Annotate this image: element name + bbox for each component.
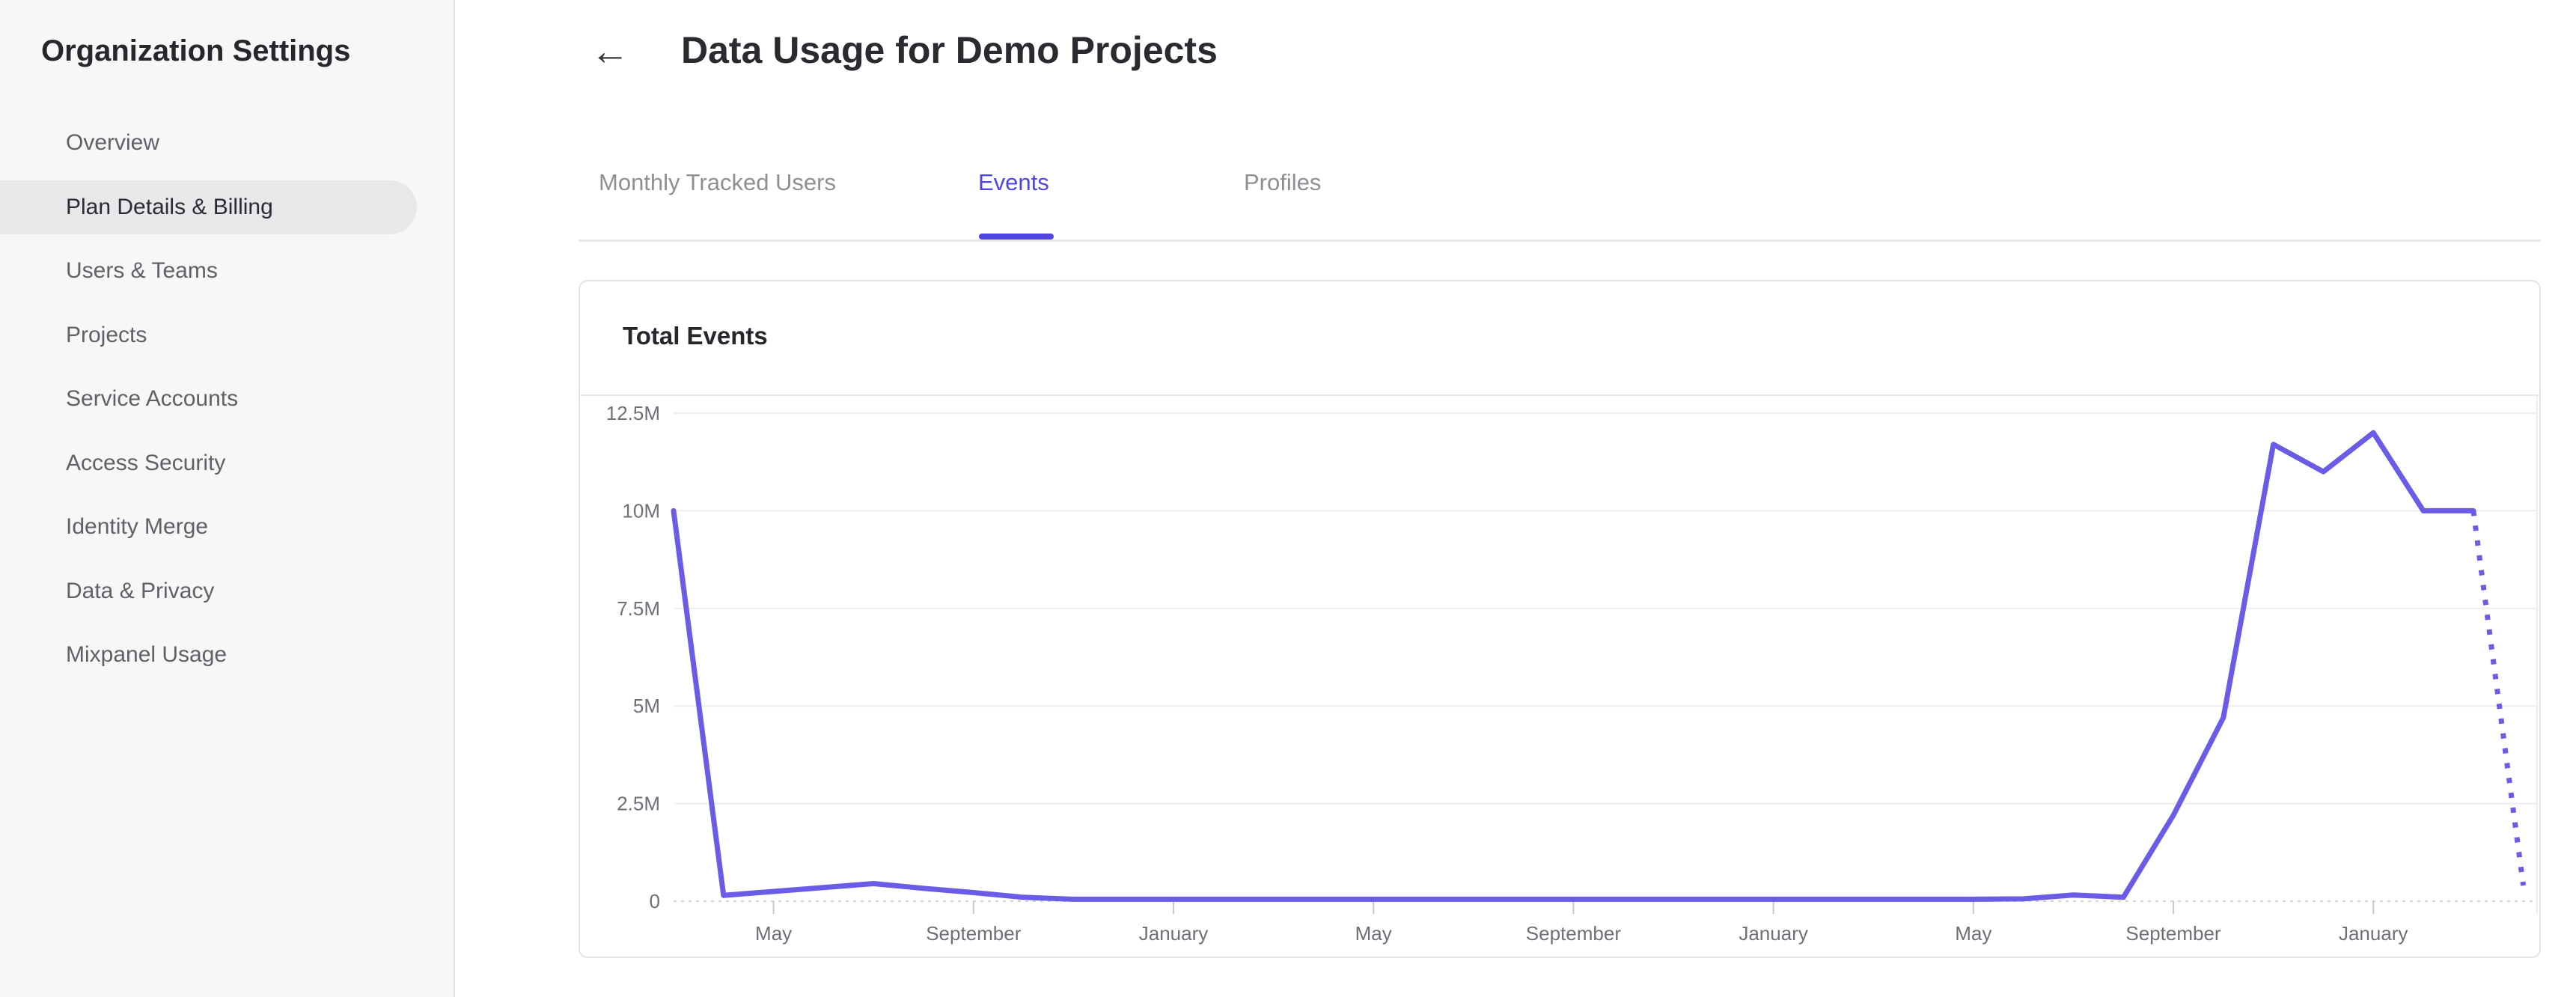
chart-title: Total Events xyxy=(623,322,768,350)
x-axis-label-september-1: September xyxy=(926,922,1022,945)
x-axis-label-january-2: January xyxy=(1139,922,1209,945)
total-events-projected-dotted-line xyxy=(2470,510,2527,886)
total-events-line xyxy=(671,430,2476,902)
tab-monthly-tracked-users[interactable]: Monthly Tracked Users xyxy=(599,169,836,195)
total-events-card: Total Events 12.5M 10M 7.5M 5M 2.5M 0 May Septe… xyxy=(579,280,2541,958)
sidebar-item-overview[interactable]: Overview xyxy=(66,130,160,155)
sidebar-item-identity-merge[interactable]: Identity Merge xyxy=(66,514,209,539)
sidebar-item-access-security[interactable]: Access Security xyxy=(66,450,226,475)
tab-profiles[interactable]: Profiles xyxy=(1244,169,1322,195)
y-axis-label-0: 0 xyxy=(650,890,660,912)
tab-bar-border xyxy=(579,240,2541,242)
y-axis-label-2.5M: 2.5M xyxy=(617,793,660,815)
card-divider xyxy=(580,394,2539,396)
y-axis-label-7.5M: 7.5M xyxy=(617,597,660,620)
sidebar-item-users-and-teams[interactable]: Users & Teams xyxy=(66,258,218,283)
page-title: Data Usage for Demo Projects xyxy=(681,29,1218,71)
y-axis-label-12.5M: 12.5M xyxy=(606,402,660,424)
sidebar-item-projects[interactable]: Projects xyxy=(66,322,147,347)
tab-events[interactable]: Events xyxy=(978,169,1049,195)
active-tab-indicator xyxy=(979,234,1054,240)
total-events-line-chart[interactable]: 12.5M 10M 7.5M 5M 2.5M 0 May September January Ma… xyxy=(580,281,2539,957)
sidebar-title: Organization Settings xyxy=(41,34,351,67)
x-axis-label-january-5: January xyxy=(1739,922,1808,945)
sidebar-item-service-accounts[interactable]: Service Accounts xyxy=(66,386,239,411)
x-axis-label-september-4: September xyxy=(1526,922,1622,945)
x-axis-label-september-7: September xyxy=(2125,922,2221,945)
x-axis-label-may-6: May xyxy=(1955,922,1991,945)
sidebar-item-plan-details-and-billing[interactable]: Plan Details & Billing xyxy=(0,180,417,234)
sidebar: Organization Settings Overview Plan Detai… xyxy=(0,0,455,997)
y-axis-label-10M: 10M xyxy=(622,499,660,522)
y-axis-label-5M: 5M xyxy=(633,695,660,717)
back-arrow-icon[interactable]: ← xyxy=(590,30,629,73)
sidebar-item-mixpanel-usage[interactable]: Mixpanel Usage xyxy=(66,642,228,667)
x-axis-label-may-3: May xyxy=(1355,922,1392,945)
x-axis-label-may-0: May xyxy=(755,922,792,945)
sidebar-item-data-and-privacy[interactable]: Data & Privacy xyxy=(66,578,215,603)
x-axis-label-january-8: January xyxy=(2339,922,2408,945)
